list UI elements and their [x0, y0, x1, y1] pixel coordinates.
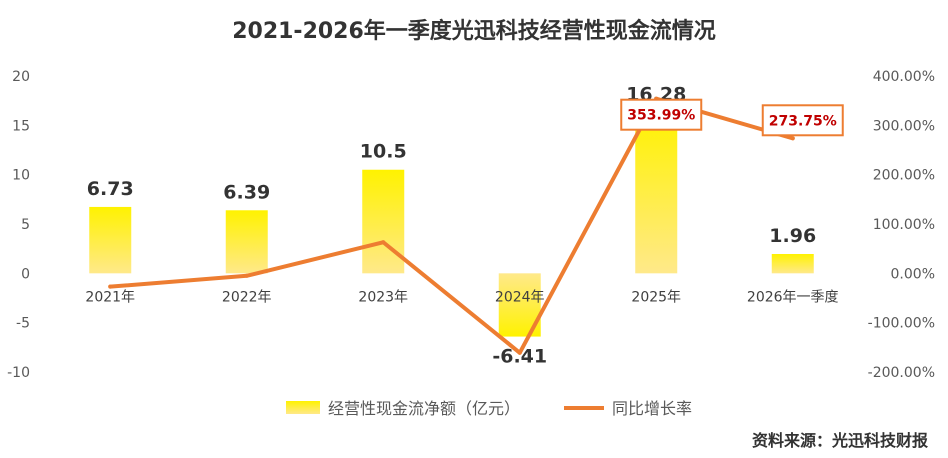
line-point — [790, 136, 795, 141]
legend-swatch-bar — [286, 401, 320, 414]
y-right-tick-label: -200.00% — [868, 365, 935, 381]
legend-label-bar: 经营性现金流净额（亿元） — [328, 399, 520, 418]
x-category-label: 2021年 — [85, 289, 135, 305]
x-category-label: 2022年 — [222, 289, 272, 305]
annotation-label: 353.99% — [627, 108, 695, 124]
chart-title: 2021-2026年一季度光迅科技经营性现金流情况 — [232, 18, 716, 44]
y-right-tick-label: -100.00% — [868, 316, 935, 332]
annotation-box — [761, 104, 844, 137]
x-category-label: 2023年 — [358, 289, 408, 305]
y-right-tick-label: 0.00% — [891, 266, 935, 282]
x-axis-categories: 2021年 2022年 2023年 2024年 2025年 2026年一季度 — [85, 289, 838, 305]
y-right-tick-label: 100.00% — [873, 217, 935, 233]
annotation-label: 273.75% — [769, 113, 837, 129]
bar-data-label: 10.5 — [360, 141, 407, 163]
legend-label-line: 同比增长率 — [612, 399, 692, 418]
legend: 经营性现金流净额（亿元） 同比增长率 — [286, 399, 692, 418]
annotations: 353.99% 273.75% — [620, 98, 844, 137]
bar — [89, 206, 132, 274]
y-left-tick-label: 10 — [12, 168, 30, 184]
x-category-label: 2024年 — [495, 289, 545, 305]
y-left-tick-label: 15 — [12, 118, 30, 134]
annotation-box — [620, 98, 703, 131]
line-series — [108, 96, 795, 355]
x-category-label: 2025年 — [631, 289, 681, 305]
y-right-tick-label: 200.00% — [873, 168, 935, 184]
line-point — [108, 284, 113, 289]
y-right-tick-label: 400.00% — [873, 69, 935, 85]
x-category-label: 2026年一季度 — [747, 289, 839, 305]
bar — [635, 112, 678, 274]
growth-rate-line — [108, 96, 795, 355]
line-point — [381, 240, 386, 245]
bar-data-label: 1.96 — [769, 225, 816, 247]
bar — [225, 210, 268, 274]
y-left-tick-label: 5 — [21, 217, 30, 233]
bar-data-label: -6.41 — [492, 346, 547, 368]
bar-series — [89, 112, 814, 337]
bar — [771, 253, 814, 274]
y-right-tick-label: 300.00% — [873, 118, 935, 134]
line-point — [517, 350, 522, 355]
y-axis-left: 20 15 10 5 0 -5 -10 — [7, 69, 30, 381]
y-left-tick-label: -10 — [7, 365, 30, 381]
source-note: 资料来源：光迅科技财报 — [752, 431, 928, 450]
bar-data-label: 6.73 — [87, 178, 134, 200]
y-left-tick-label: 20 — [12, 69, 30, 85]
bar — [362, 169, 405, 274]
bar-data-label: 6.39 — [223, 181, 270, 203]
y-left-tick-label: -5 — [16, 316, 30, 332]
y-left-tick-label: 0 — [21, 266, 30, 282]
line-point — [244, 273, 249, 278]
y-axis-right: 400.00% 300.00% 200.00% 100.00% 0.00% -100.00… — [868, 69, 935, 381]
